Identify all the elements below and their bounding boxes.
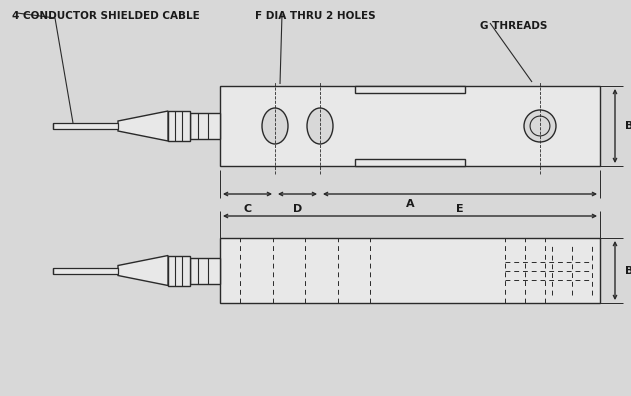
Text: E: E	[456, 204, 464, 214]
Polygon shape	[118, 255, 168, 286]
Bar	[220, 238, 600, 303]
Text: A: A	[406, 199, 415, 209]
Bar	[355, 159, 465, 166]
Bar	[190, 113, 220, 139]
Bar	[168, 255, 190, 286]
Polygon shape	[118, 111, 168, 141]
Bar	[190, 257, 220, 284]
Text: G THREADS: G THREADS	[480, 21, 547, 31]
Bar	[53, 123, 118, 129]
Circle shape	[530, 116, 550, 136]
Ellipse shape	[262, 108, 288, 144]
Text: 4 CONDUCTOR SHIELDED CABLE: 4 CONDUCTOR SHIELDED CABLE	[12, 11, 200, 21]
Bar	[220, 86, 600, 166]
Bar	[168, 111, 190, 141]
Text: B: B	[625, 121, 631, 131]
Text: C: C	[244, 204, 252, 214]
Circle shape	[524, 110, 556, 142]
Bar	[53, 268, 118, 274]
Ellipse shape	[307, 108, 333, 144]
Text: D: D	[293, 204, 302, 214]
Bar	[355, 86, 465, 93]
Text: B: B	[625, 265, 631, 276]
Text: F DIA THRU 2 HOLES: F DIA THRU 2 HOLES	[255, 11, 375, 21]
